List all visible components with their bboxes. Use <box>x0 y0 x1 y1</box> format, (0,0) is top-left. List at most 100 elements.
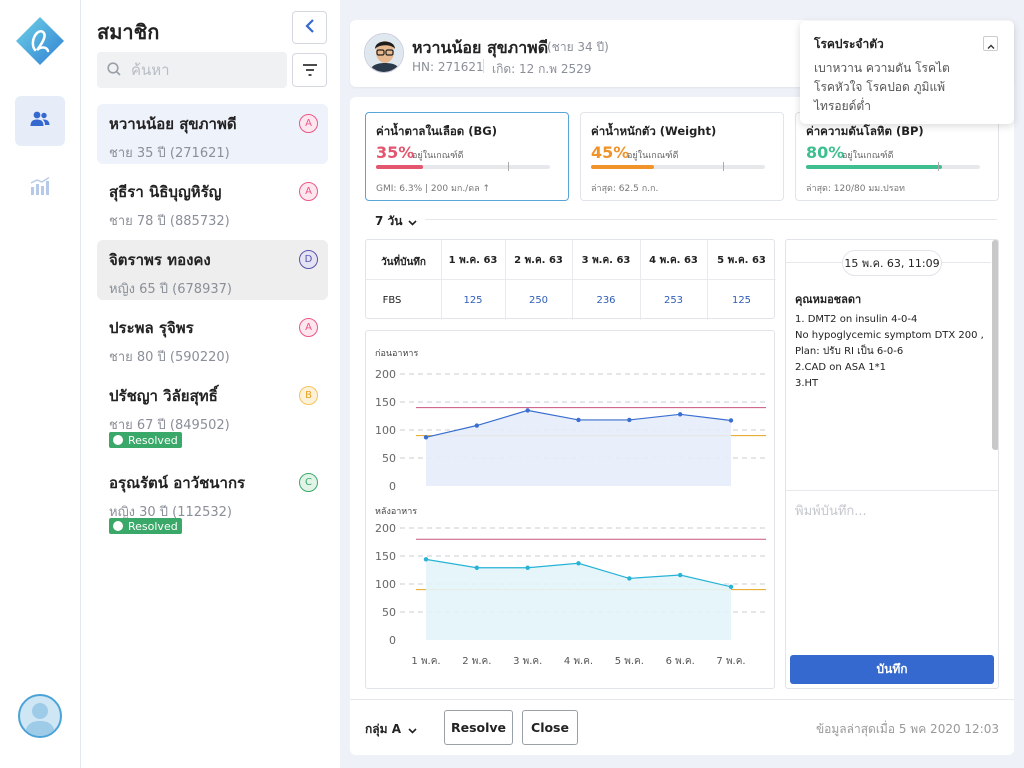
resolve-button[interactable]: Resolve <box>444 710 513 745</box>
data-point <box>677 412 683 417</box>
member-item[interactable]: สุธีรา นิธิบุญหิรัญ ชาย 78 ปี (885732) A <box>97 172 328 232</box>
metric-card-bp[interactable]: ค่าความดันโลหิต (BP) 80% อยู่ในเกณฑ์ดี ล… <box>795 112 999 201</box>
notes-panel: 15 พ.ค. 63, 11:09 คุณหมอชลดา 1. DMT2 on … <box>785 239 999 689</box>
x-tick-label: 4 พ.ค. <box>564 656 593 667</box>
close-button[interactable]: Close <box>522 710 578 745</box>
data-point <box>576 561 581 566</box>
divider <box>786 490 998 491</box>
data-point <box>728 584 734 589</box>
disease-title: โรคประจำตัว <box>814 37 884 51</box>
member-item[interactable]: อรุณรัตน์ อาวัชนากร หญิง 30 ปี (112532) … <box>97 463 328 541</box>
divider <box>366 279 776 280</box>
group-label: กลุ่ม A <box>365 722 401 736</box>
chart-title: ก่อนอาหาร <box>375 349 418 359</box>
filter-button[interactable] <box>292 53 327 87</box>
search-icon <box>107 61 121 80</box>
table-header-label: วันที่บันทึก <box>381 257 426 268</box>
member-info: ชาย 80 ปี (590220) <box>109 350 230 365</box>
disease-popup: โรคประจำตัว เบาหวาน ความดัน โรคไต โรคหัว… <box>800 21 1014 124</box>
patient-hn: HN: 271621 <box>412 60 484 74</box>
table-date: 1 พ.ค. 63 <box>448 254 498 266</box>
bar-chart-icon <box>30 176 50 199</box>
resolved-badge: Resolved <box>109 432 182 448</box>
metric-card-weight[interactable]: ค่าน้ำหนักตัว (Weight) 45% อยู่ในเกณฑ์ดี… <box>580 112 784 201</box>
member-list-title: สมาชิก <box>97 20 160 44</box>
member-item[interactable]: ปรัชญา วิลัยสุทธิ์ ชาย 67 ปี (849502) B … <box>97 376 328 454</box>
glucose-charts: ก่อนอาหาร 0 50 100 150 200 หลังอาหาร 0 50 100 150 2… <box>365 330 775 689</box>
group-dropdown[interactable]: กลุ่ม A <box>365 720 417 739</box>
note-line: 3.HT <box>795 378 819 389</box>
divider <box>640 240 641 320</box>
member-info: ชาย 67 ปี (849502) <box>109 418 230 433</box>
member-info: หญิง 30 ปี (112532) <box>109 505 232 520</box>
data-point <box>474 423 480 428</box>
grade-badge: A <box>299 318 318 337</box>
table-cell[interactable]: 125 <box>731 294 752 306</box>
charts-svg: ก่อนอาหาร 0 50 100 150 200 หลังอาหาร 0 50 100 150 2… <box>375 349 766 667</box>
chevron-left-icon <box>304 18 315 37</box>
data-point <box>525 565 530 570</box>
check-icon <box>113 521 123 531</box>
metric-footer: ล่าสุด: 62.5 ก.ก. <box>591 184 659 194</box>
chevron-up-icon <box>987 34 995 53</box>
filter-icon <box>302 61 317 80</box>
x-tick-label: 2 พ.ค. <box>462 656 491 667</box>
app-logo[interactable] <box>15 16 65 66</box>
table-date: 3 พ.ค. 63 <box>581 254 631 266</box>
y-tick-label: 150 <box>375 396 396 409</box>
y-tick-label: 150 <box>375 550 396 563</box>
data-point <box>728 418 734 423</box>
y-tick-label: 0 <box>389 480 396 493</box>
save-note-button[interactable]: บันทึก <box>790 655 994 684</box>
x-tick-label: 1 พ.ค. <box>411 656 440 667</box>
patient-gender-age: (ชาย 34 ปี) <box>547 40 609 54</box>
divider <box>425 219 997 220</box>
notes-scrollbar[interactable] <box>992 240 998 450</box>
metric-progress-bar <box>376 162 550 171</box>
metric-progress-bar <box>591 162 765 171</box>
series-area <box>426 559 731 640</box>
grade-badge: D <box>299 250 318 269</box>
divider <box>441 240 442 320</box>
metric-status: อยู่ในเกณฑ์ดี <box>412 151 464 161</box>
stats-nav-button[interactable] <box>15 163 65 213</box>
table-cell[interactable]: 236 <box>596 294 616 306</box>
chevron-down-icon <box>408 723 417 737</box>
table-date: 4 พ.ค. 63 <box>649 254 698 266</box>
table-cell[interactable]: 250 <box>528 294 549 306</box>
note-input[interactable] <box>795 504 990 519</box>
grade-badge: C <box>299 473 318 492</box>
data-point <box>423 435 429 440</box>
member-list-panel: สมาชิก หวานน้อย สุขภาพดี ชาย 35 ปี (2716… <box>81 0 340 768</box>
member-item[interactable]: ประพล รุจิพร ชาย 80 ปี (590220) A <box>97 308 328 368</box>
x-tick-label: 6 พ.ค. <box>666 656 695 667</box>
range-dropdown[interactable]: 7 วัน <box>375 212 418 231</box>
divider <box>572 240 573 320</box>
patient-avatar <box>364 33 404 73</box>
metric-title: ค่าน้ำหนักตัว (Weight) <box>591 124 717 138</box>
grade-badge: A <box>299 182 318 201</box>
member-item[interactable]: หวานน้อย สุขภาพดี ชาย 35 ปี (271621) A <box>97 104 328 164</box>
search-input[interactable] <box>131 61 271 79</box>
x-tick-label: 7 พ.ค. <box>716 656 745 667</box>
metric-percent: 45% <box>591 143 630 162</box>
table-cell[interactable]: 253 <box>663 294 684 306</box>
divider <box>483 59 484 73</box>
note-author: คุณหมอชลดา <box>795 293 862 306</box>
table-cell[interactable]: 125 <box>463 294 483 306</box>
metric-footer: GMI: 6.3% | 200 มก./ดล ↑ <box>376 184 490 194</box>
collapse-panel-button[interactable] <box>292 11 327 44</box>
nav-rail <box>0 0 81 768</box>
members-nav-button[interactable] <box>15 96 65 146</box>
user-avatar-icon[interactable] <box>18 694 62 738</box>
table-date: 5 พ.ค. 63 <box>717 254 766 266</box>
metric-card-bg[interactable]: ค่าน้ำตาลในเลือด (BG) 35% อยู่ในเกณฑ์ดี … <box>365 112 569 201</box>
collapse-popup-button[interactable] <box>983 36 998 51</box>
users-icon <box>30 111 50 131</box>
member-item[interactable]: จิตราพร ทองคง หญิง 65 ปี (678937) D <box>97 240 328 300</box>
data-point <box>627 576 632 581</box>
metric-percent: 80% <box>806 143 845 162</box>
patient-name: หวานน้อย สุขภาพดี <box>412 38 549 57</box>
x-tick-label: 3 พ.ค. <box>513 656 542 667</box>
y-tick-label: 50 <box>382 606 396 619</box>
